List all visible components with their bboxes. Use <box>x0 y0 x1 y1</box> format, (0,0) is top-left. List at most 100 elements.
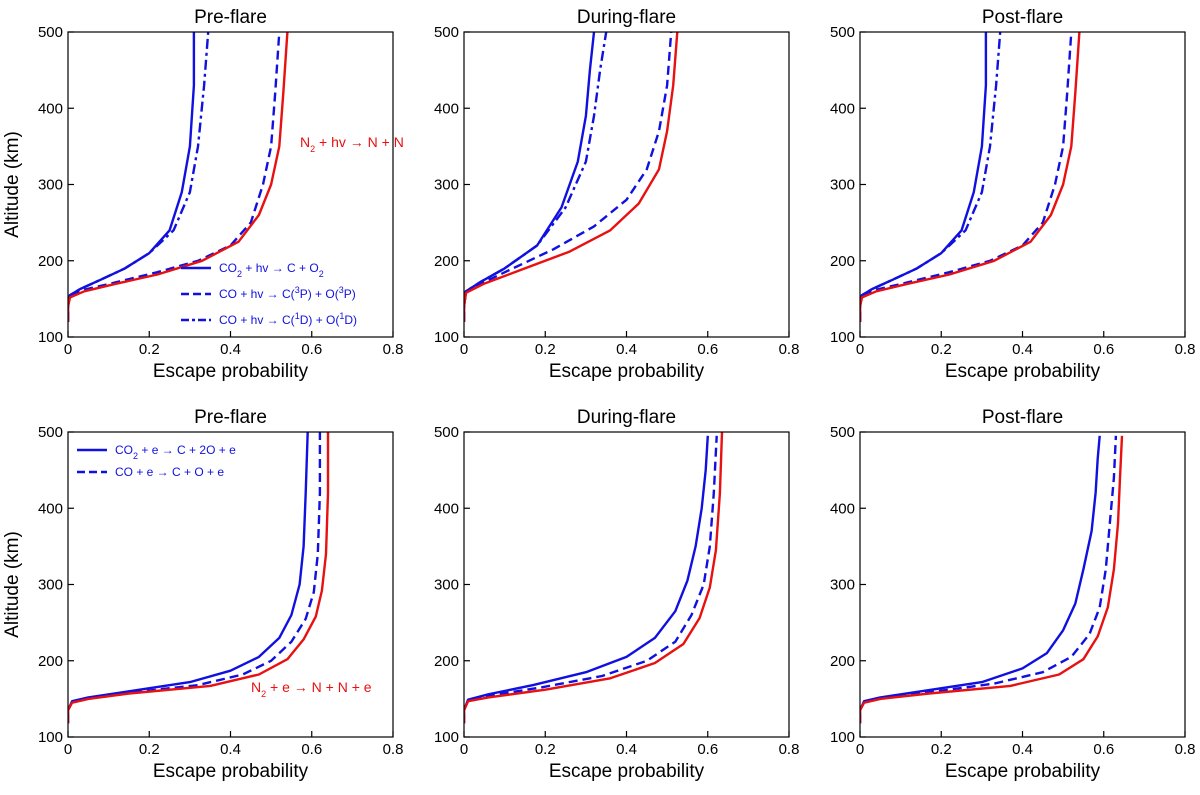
y-tick-label: 300 <box>434 577 459 594</box>
chart-panel-6: 0 0.2 0.4 0.6 0.8 100 200 300 400 500 Post-flare Es… <box>830 407 1195 782</box>
chart-title: Pre-flare <box>194 7 267 28</box>
series-line-2 <box>860 32 1073 322</box>
y-tick-label: 200 <box>38 653 63 670</box>
x-axis-label: Escape probability <box>549 761 705 782</box>
x-tick-label: 0.6 <box>697 741 718 758</box>
y-tick-label: 400 <box>830 500 855 517</box>
series-line-1 <box>860 435 1101 724</box>
series-group <box>860 435 1124 724</box>
chart-title: Post-flare <box>982 7 1063 28</box>
series-line-3 <box>68 432 330 724</box>
x-tick-label: 0.4 <box>220 341 241 358</box>
y-tick-label: 200 <box>38 253 63 270</box>
y-tick-label: 400 <box>434 100 459 117</box>
y-tick-label: 100 <box>434 329 459 346</box>
chart-title: Pre-flare <box>194 407 267 428</box>
series-line-2 <box>860 435 1118 724</box>
plot-frame <box>463 31 790 338</box>
x-tick-label: 0 <box>460 341 468 358</box>
x-tick-label: 0.8 <box>779 741 800 758</box>
annotation-label: N2 + hv → N + N <box>300 134 404 154</box>
y-tick-label: 500 <box>830 24 855 41</box>
series-line-1 <box>464 32 596 322</box>
x-tick-label: 0 <box>64 741 72 758</box>
x-tick-label: 0.2 <box>931 741 952 758</box>
chart-title: During-flare <box>577 407 676 428</box>
series-group <box>464 432 724 724</box>
series-line-2 <box>464 435 718 724</box>
y-tick-label: 200 <box>434 253 459 270</box>
x-tick-label: 0.2 <box>931 341 952 358</box>
x-tick-label: 0.2 <box>535 341 556 358</box>
y-axis-label: Altitude (km) <box>2 531 23 638</box>
y-tick-label: 300 <box>830 177 855 194</box>
y-tick-label: 200 <box>830 653 855 670</box>
y-tick-label: 500 <box>434 424 459 441</box>
y-tick-label: 500 <box>38 424 63 441</box>
y-tick-label: 300 <box>38 577 63 594</box>
x-tick-label: 0.6 <box>697 341 718 358</box>
y-tick-label: 100 <box>830 729 855 746</box>
legend: CO2 + e → C + 2O + e CO + e → C + O + e <box>77 443 236 479</box>
x-tick-label: 0.8 <box>383 741 404 758</box>
y-tick-label: 500 <box>434 24 459 41</box>
x-tick-label: 0.4 <box>616 341 637 358</box>
x-tick-label: 0.4 <box>220 741 241 758</box>
y-tick-label: 300 <box>434 177 459 194</box>
chart-title: During-flare <box>577 7 676 28</box>
plot-frame <box>463 431 790 738</box>
x-tick-label: 0.2 <box>139 341 160 358</box>
legend-label: CO + e → C + O + e <box>115 465 224 479</box>
plot-frame <box>859 31 1186 338</box>
legend-label: CO + hv → C(1D) + O(1D) <box>219 311 357 327</box>
x-tick-label: 0.8 <box>779 341 800 358</box>
x-tick-label: 0.8 <box>1175 741 1196 758</box>
y-tick-label: 300 <box>830 577 855 594</box>
y-tick-label: 100 <box>434 729 459 746</box>
legend-label: CO2 + hv → C + O2 <box>219 261 324 279</box>
chart-panel-4: 0 0.2 0.4 0.6 0.8 100 200 300 400 500 Pre-flare Esc… <box>2 407 403 782</box>
series-line-4 <box>464 32 679 322</box>
x-tick-label: 0.4 <box>1012 741 1033 758</box>
x-tick-label: 0.4 <box>616 741 637 758</box>
x-tick-label: 0.8 <box>383 341 404 358</box>
y-tick-label: 400 <box>38 500 63 517</box>
chart-title: Post-flare <box>982 407 1063 428</box>
series-group <box>860 32 1081 322</box>
annotation-label: N2 + e → N + N + e <box>251 679 372 699</box>
x-tick-label: 0.4 <box>1012 341 1033 358</box>
legend-label: CO2 + e → C + 2O + e <box>115 443 236 461</box>
series-group <box>68 32 289 322</box>
x-axis-label: Escape probability <box>153 361 309 382</box>
series-line-4 <box>860 32 1081 322</box>
y-tick-label: 400 <box>830 100 855 117</box>
series-line-1 <box>464 435 709 724</box>
x-tick-label: 0 <box>64 341 72 358</box>
chart-panel-3: 0 0.2 0.4 0.6 0.8 100 200 300 400 500 Post-flare Es… <box>830 7 1195 382</box>
series-group <box>464 32 679 322</box>
y-tick-label: 400 <box>434 500 459 517</box>
y-tick-label: 100 <box>830 329 855 346</box>
chart-panel-1: 0 0.2 0.4 0.6 0.8 100 200 300 400 500 Pre-flare Esc… <box>2 7 404 382</box>
series-group <box>68 432 330 724</box>
series-line-3 <box>860 435 1124 724</box>
series-line-3 <box>464 432 724 724</box>
y-tick-label: 100 <box>38 329 63 346</box>
chart-panel-5: 0 0.2 0.4 0.6 0.8 100 200 300 400 500 During-flare… <box>434 407 799 782</box>
y-tick-label: 500 <box>38 24 63 41</box>
x-tick-label: 0.2 <box>535 741 556 758</box>
x-tick-label: 0.6 <box>1093 341 1114 358</box>
y-tick-label: 100 <box>38 729 63 746</box>
x-tick-label: 0.8 <box>1175 341 1196 358</box>
series-line-2 <box>68 32 281 322</box>
y-tick-label: 400 <box>38 100 63 117</box>
x-axis-label: Escape probability <box>549 361 705 382</box>
y-tick-label: 500 <box>830 424 855 441</box>
x-tick-label: 0 <box>856 741 864 758</box>
plot-frame <box>859 431 1186 738</box>
series-line-1 <box>68 432 309 724</box>
legend-label: CO + hv → C(3P) + O(3P) <box>219 285 356 301</box>
x-tick-label: 0 <box>460 741 468 758</box>
